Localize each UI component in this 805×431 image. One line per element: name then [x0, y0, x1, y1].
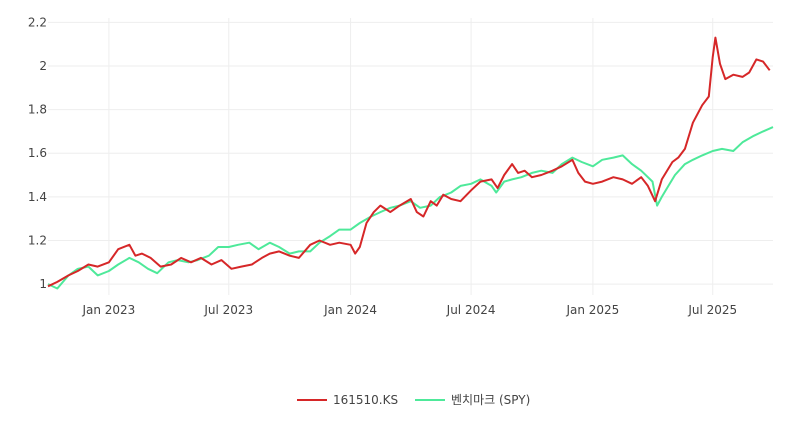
legend-item-1[interactable]: 벤치마크 (SPY)	[415, 393, 530, 407]
y-tick-label: 2.2	[28, 15, 47, 29]
x-tick-label: Jul 2023	[203, 303, 253, 317]
x-axis: Jan 2023 Jul 2023 Jan 2024 Jul 2024 Jan 2025…	[81, 303, 737, 317]
legend-label: 161510.KS	[333, 393, 398, 407]
series-line-0	[47, 36, 771, 288]
x-tick-label: Jul 2025	[687, 303, 737, 317]
legend: 161510.KS 벤치마크 (SPY)	[297, 393, 530, 407]
legend-label: 벤치마크 (SPY)	[451, 393, 530, 407]
y-axis: 1 1.2 1.4 1.6 1.8 2 2.2	[28, 15, 47, 291]
series-lines	[47, 36, 774, 290]
x-tick-label: Jul 2024	[446, 303, 496, 317]
grid	[48, 18, 773, 295]
y-tick-label: 1.2	[28, 233, 47, 247]
y-tick-label: 1.4	[28, 190, 47, 204]
y-tick-label: 1.6	[28, 146, 47, 160]
series-line-1	[47, 126, 774, 290]
x-tick-label: Jan 2025	[565, 303, 619, 317]
legend-item-0[interactable]: 161510.KS	[297, 393, 398, 407]
y-tick-label: 1.8	[28, 103, 47, 117]
y-tick-label: 2	[39, 59, 47, 73]
x-tick-label: Jan 2023	[81, 303, 135, 317]
x-tick-label: Jan 2024	[323, 303, 377, 317]
y-tick-label: 1	[39, 277, 47, 291]
